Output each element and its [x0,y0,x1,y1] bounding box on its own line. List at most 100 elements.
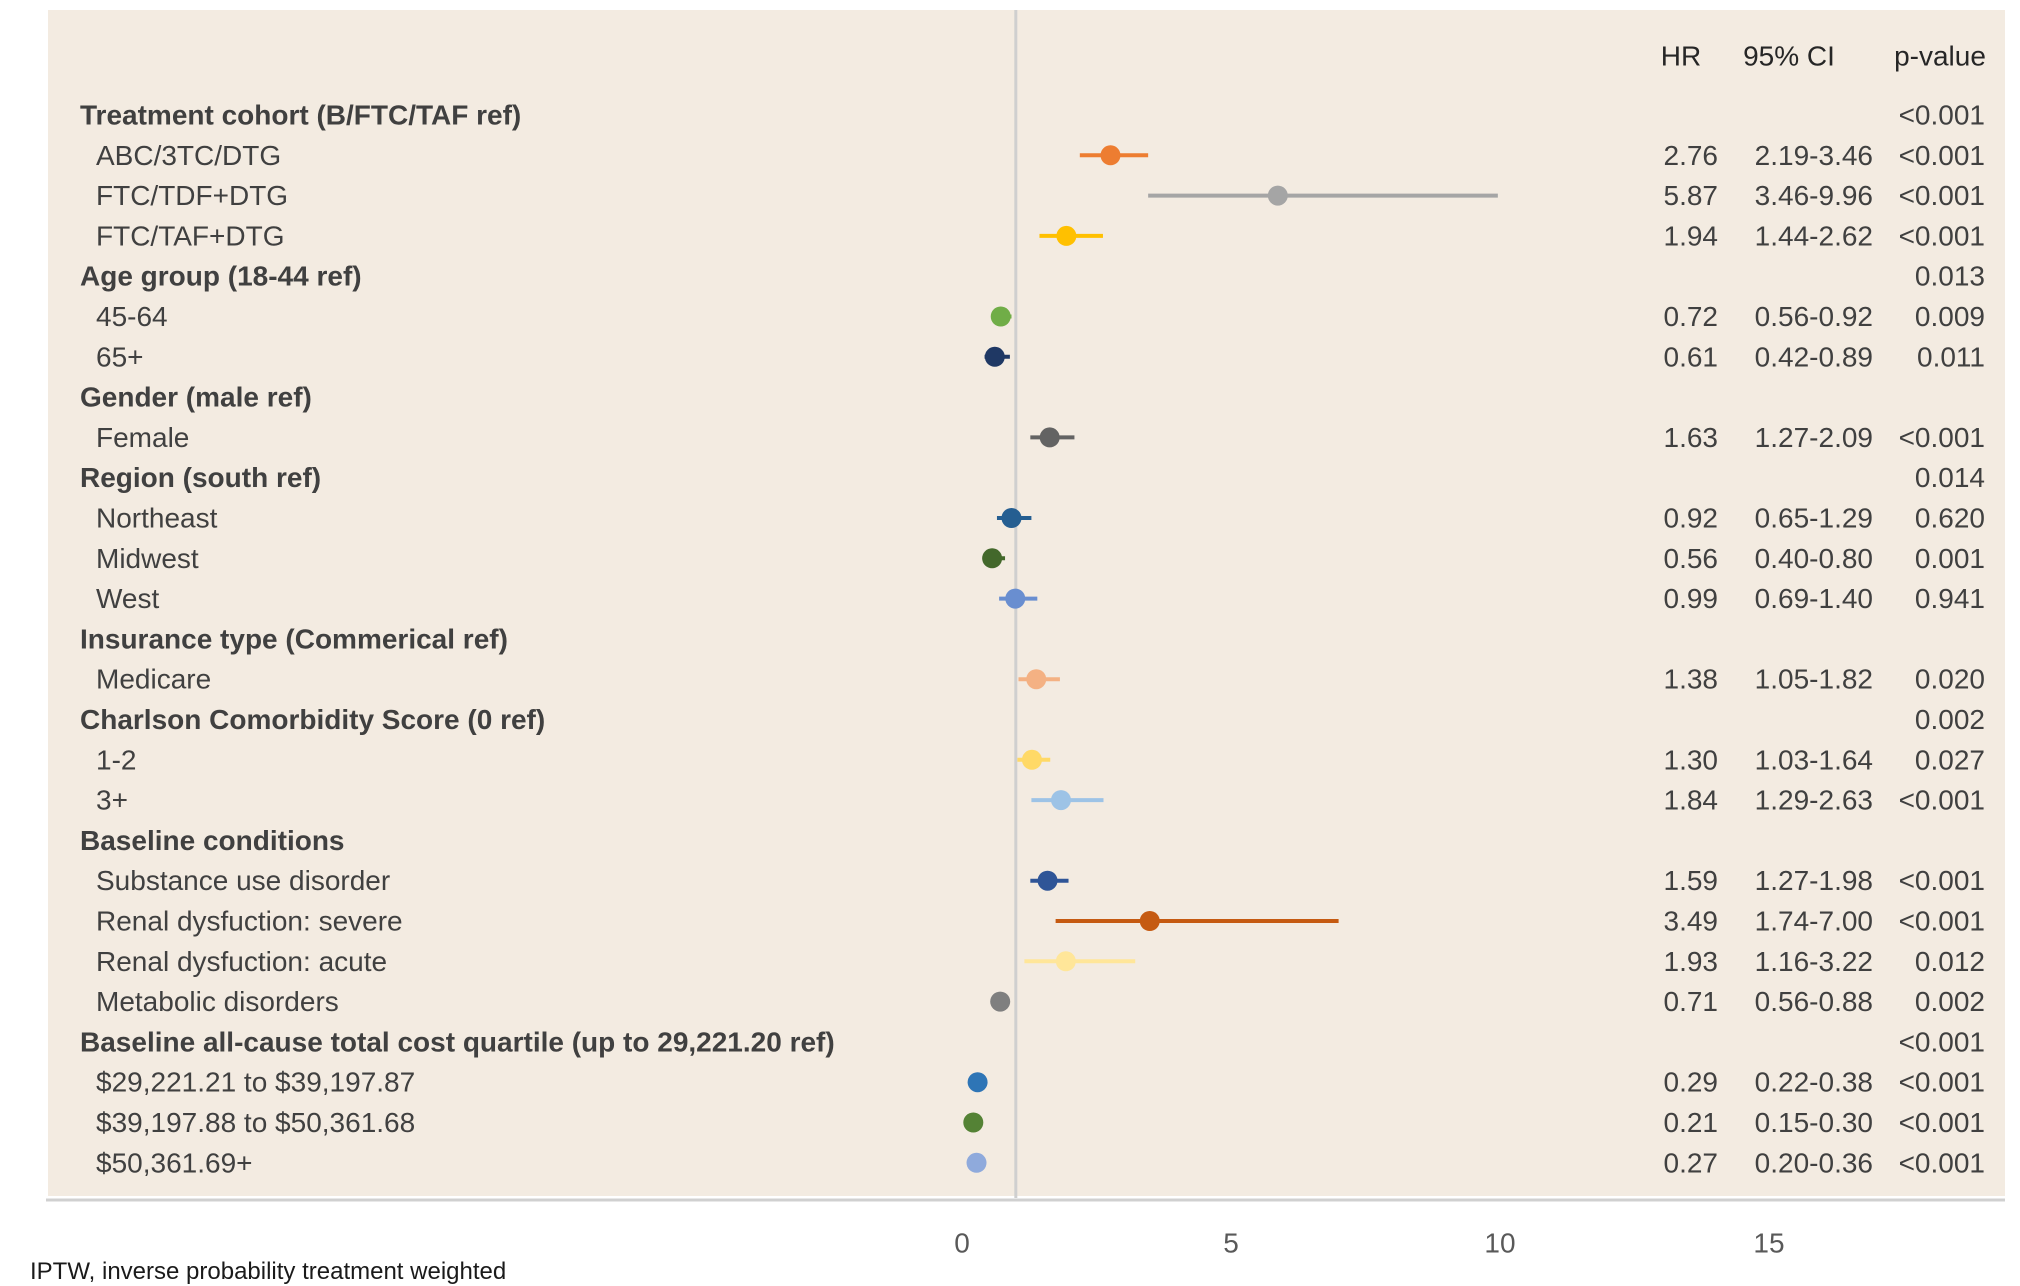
hazard-ratio-point [967,1072,988,1093]
hr-value: 2.76 [1664,140,1719,171]
forest-row: 45-64 0.72 0.56-0.92 0.009 [96,301,1985,332]
hr-value: 1.30 [1664,744,1719,775]
forest-row: Midwest 0.56 0.40-0.80 0.001 [96,543,1985,574]
row-label: 3+ [96,785,128,816]
hr-value: 0.29 [1664,1067,1719,1098]
ci-value: 0.69-1.40 [1755,583,1873,614]
hazard-ratio-point [1050,790,1071,811]
row-label: $50,361.69+ [96,1147,253,1178]
forest-row: $50,361.69+ 0.27 0.20-0.36 <0.001 [96,1147,1985,1178]
ci-value: 0.56-0.92 [1755,301,1873,332]
header-hr: HR [1661,41,1701,72]
p-value: 0.941 [1915,583,1985,614]
hr-value: 1.59 [1664,865,1719,896]
ci-value: 1.05-1.82 [1755,664,1873,695]
hazard-ratio-point [1037,870,1058,891]
p-value: <0.001 [1899,422,1985,453]
p-value: <0.001 [1899,785,1985,816]
forest-row: FTC/TDF+DTG 5.87 3.46-9.96 <0.001 [96,180,1985,211]
forest-row: 65+ 0.61 0.42-0.89 0.011 [96,341,1985,372]
hr-value: 3.49 [1664,906,1719,937]
group-header-row: Treatment cohort (B/FTC/TAF ref) <0.001 [80,100,1985,131]
hazard-ratio-point [966,1152,987,1173]
p-value: <0.001 [1899,1026,1985,1057]
hr-value: 0.71 [1664,986,1719,1017]
hazard-ratio-point [1139,911,1160,931]
forest-row: ABC/3TC/DTG 2.76 2.19-3.46 <0.001 [96,140,1985,171]
row-label: West [96,583,159,614]
row-label: FTC/TDF+DTG [96,180,288,211]
p-value: <0.001 [1899,180,1985,211]
group-label: Region (south ref) [80,462,321,493]
hr-value: 0.99 [1664,583,1719,614]
forest-row: $39,197.88 to $50,361.68 0.21 0.15-0.30 <0.… [96,1107,1985,1138]
ci-value: 1.44-2.62 [1755,220,1873,251]
group-header-row: Charlson Comorbidity Score (0 ref) 0.002 [80,704,1985,735]
ci-value: 2.19-3.46 [1755,140,1873,171]
forest-row: Northeast 0.92 0.65-1.29 0.620 [96,503,1985,534]
x-tick-label: 0 [954,1228,970,1259]
p-value: <0.001 [1899,865,1985,896]
row-label: Medicare [96,664,211,695]
forest-row: Renal dysfuction: severe 3.49 1.74-7.00 <0.… [96,906,1985,937]
forest-row: Substance use disorder 1.59 1.27-1.98 <0.00… [96,865,1985,896]
p-value: 0.027 [1915,744,1985,775]
group-label: Age group (18-44 ref) [80,261,362,292]
forest-row: West 0.99 0.69-1.40 0.941 [96,583,1985,614]
hazard-ratio-point [1005,588,1026,609]
row-label: Midwest [96,543,199,574]
hr-value: 0.61 [1664,341,1719,372]
ci-value: 1.16-3.22 [1755,946,1873,977]
ci-value: 1.27-1.98 [1755,865,1873,896]
hazard-ratio-point [982,548,1003,569]
p-value: 0.014 [1915,462,1985,493]
footnote: IPTW, inverse probability treatment weig… [30,1258,507,1285]
p-value: 0.002 [1915,704,1985,735]
row-label: Northeast [96,503,218,534]
x-tick-label: 15 [1753,1228,1784,1259]
hazard-ratio-point [1001,508,1022,528]
row-label: FTC/TAF+DTG [96,220,284,251]
header-ci: 95% CI [1743,41,1835,72]
row-label: ABC/3TC/DTG [96,140,281,171]
row-label: 65+ [96,341,144,372]
p-value: <0.001 [1899,1147,1985,1178]
hazard-ratio-point [1026,669,1047,690]
hazard-ratio-point [1021,749,1042,770]
forest-row: Female 1.63 1.27-2.09 <0.001 [96,422,1985,453]
hr-value: 1.84 [1664,785,1719,816]
forest-rows: Treatment cohort (B/FTC/TAF ref) <0.001AB… [80,100,1985,1179]
hr-value: 0.21 [1664,1107,1719,1138]
ci-value: 1.29-2.63 [1755,785,1873,816]
forest-row: Medicare 1.38 1.05-1.82 0.020 [96,664,1985,695]
row-label: Female [96,422,189,453]
p-value: <0.001 [1899,140,1985,171]
forest-row: $29,221.21 to $39,197.87 0.29 0.22-0.38 <0.… [96,1067,1985,1098]
group-label: Treatment cohort (B/FTC/TAF ref) [80,100,521,131]
hr-value: 0.72 [1664,301,1719,332]
hazard-ratio-point [1100,145,1121,166]
hr-value: 1.38 [1664,664,1719,695]
p-value: 0.012 [1915,946,1985,977]
p-value: 0.020 [1915,664,1985,695]
row-label: $29,221.21 to $39,197.87 [96,1067,415,1098]
group-header-row: Gender (male ref) [80,382,312,413]
forest-row: 1-2 1.30 1.03-1.64 0.027 [96,744,1985,775]
x-axis: 0 5 10 15 [46,10,2005,1259]
group-header-row: Age group (18-44 ref) 0.013 [80,261,1985,292]
row-label: Renal dysfuction: acute [96,946,387,977]
group-label: Gender (male ref) [80,382,312,413]
row-label: 1-2 [96,744,136,775]
hazard-ratio-point [990,306,1011,327]
p-value: <0.001 [1899,906,1985,937]
ci-value: 1.74-7.00 [1755,906,1873,937]
p-value: <0.001 [1899,1107,1985,1138]
hr-value: 0.92 [1664,503,1719,534]
forest-row: Metabolic disorders 0.71 0.56-0.88 0.002 [96,986,1985,1017]
hr-value: 1.63 [1664,422,1719,453]
row-label: 45-64 [96,301,168,332]
ci-value: 0.56-0.88 [1755,986,1873,1017]
p-value: 0.011 [1917,341,1985,372]
row-label: $39,197.88 to $50,361.68 [96,1107,415,1138]
